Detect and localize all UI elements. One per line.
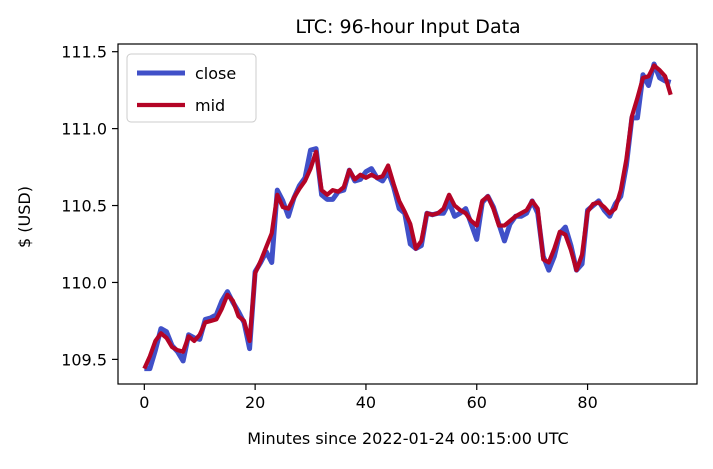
chart-title: LTC: 96-hour Input Data [295,16,520,38]
y-tick-label: 110.0 [61,273,107,292]
legend-label-mid: mid [195,96,225,115]
x-tick-label: 60 [467,393,487,412]
series-group [142,61,673,372]
x-tick-label: 0 [139,393,149,412]
y-tick-label: 110.5 [61,197,107,216]
x-tick-label: 40 [356,393,376,412]
x-axis-label: Minutes since 2022-01-24 00:15:00 UTC [247,429,568,448]
y-tick-label: 109.5 [61,350,107,369]
axes: 0 20 40 60 80 109.5 110.0 110.5 111.0 111.5 [61,43,698,412]
x-tick-label: 20 [245,393,265,412]
legend-box [126,53,257,123]
series-line-mid [142,63,673,370]
x-tick-label: 80 [577,393,597,412]
y-tick-label: 111.5 [61,43,107,62]
legend: close mid [126,53,257,123]
y-tick-label: 111.0 [61,120,107,139]
axes-frame [117,43,698,385]
legend-label-close: close [195,64,236,83]
plot-area [142,61,673,372]
y-axis-label: $ (USD) [15,186,34,248]
